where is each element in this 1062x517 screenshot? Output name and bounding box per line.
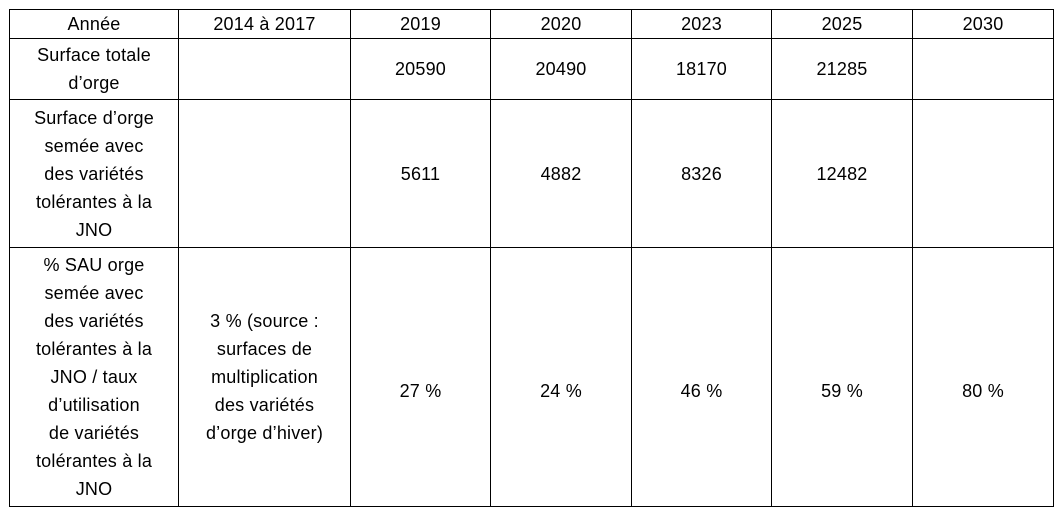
cell-surface-jno-2030	[912, 99, 1054, 248]
row-label-pct-sau-orge-jno: % SAU orge semée avec des variétés tolér…	[9, 247, 179, 507]
table-row-surface-orge-jno: Surface d’orge semée avec des variétés t…	[9, 99, 1054, 248]
header-cell-2014-2017: 2014 à 2017	[178, 9, 351, 39]
cell-surface-totale-2019: 20590	[350, 38, 491, 100]
table-row-pct-sau-orge-jno: % SAU orge semée avec des variétés tolér…	[9, 247, 1054, 507]
cell-surface-jno-2023: 8326	[631, 99, 772, 248]
cell-surface-totale-2014-2017	[178, 38, 351, 100]
table-row-surface-totale-orge: Surface totale d’orge 20590 20490 18170 …	[9, 38, 1054, 100]
cell-surface-totale-2020: 20490	[490, 38, 632, 100]
cell-surface-jno-2025: 12482	[771, 99, 913, 248]
header-cell-2025: 2025	[771, 9, 913, 39]
cell-pct-sau-2019: 27 %	[350, 247, 491, 507]
cell-surface-jno-2014-2017	[178, 99, 351, 248]
table-header-row: Année 2014 à 2017 2019 2020 2023 2025 20…	[9, 9, 1054, 39]
cell-surface-totale-2025: 21285	[771, 38, 913, 100]
row-label-surface-orge-jno: Surface d’orge semée avec des variétés t…	[9, 99, 179, 248]
barley-jno-surface-table: Année 2014 à 2017 2019 2020 2023 2025 20…	[9, 9, 1054, 507]
cell-surface-jno-2020: 4882	[490, 99, 632, 248]
header-cell-2023: 2023	[631, 9, 772, 39]
header-cell-annee: Année	[9, 9, 179, 39]
cell-pct-sau-2030: 80 %	[912, 247, 1054, 507]
cell-surface-totale-2030	[912, 38, 1054, 100]
header-cell-2030: 2030	[912, 9, 1054, 39]
row-label-surface-totale-orge: Surface totale d’orge	[9, 38, 179, 100]
cell-pct-sau-2014-2017: 3 % (source : surfaces de multiplication…	[178, 247, 351, 507]
cell-pct-sau-2025: 59 %	[771, 247, 913, 507]
cell-surface-jno-2019: 5611	[350, 99, 491, 248]
cell-pct-sau-2020: 24 %	[490, 247, 632, 507]
header-cell-2019: 2019	[350, 9, 491, 39]
cell-surface-totale-2023: 18170	[631, 38, 772, 100]
cell-pct-sau-2023: 46 %	[631, 247, 772, 507]
header-cell-2020: 2020	[490, 9, 632, 39]
